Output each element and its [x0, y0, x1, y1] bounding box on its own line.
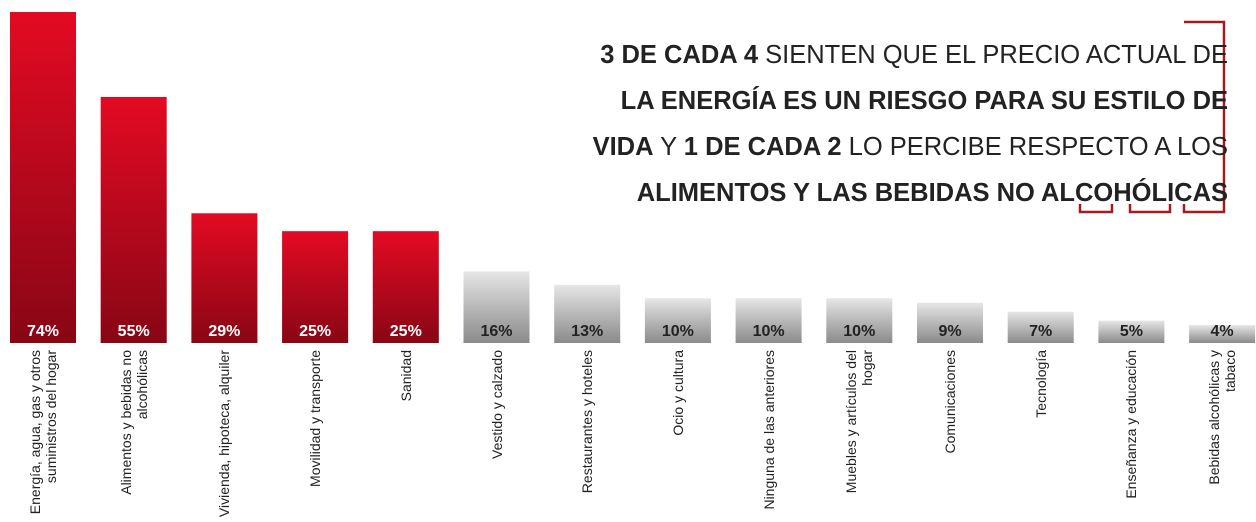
x-tick-label: Comunicaciones — [942, 350, 958, 454]
headline-line: VIDA Y 1 DE CADA 2 LO PERCIBE RESPECTO A… — [593, 124, 1228, 170]
bar-shade — [1007, 311, 1074, 343]
bar-shade — [554, 284, 621, 343]
x-tick-label: Muebles y artículos del hogar — [843, 350, 876, 494]
bar-shade — [10, 12, 76, 343]
bar-shade — [826, 298, 893, 343]
value-label: 10% — [753, 323, 785, 340]
headline-text: LO PERCIBE RESPECTO A LOS — [841, 133, 1228, 161]
headline-line: LA ENERGÍA ES UN RIESGO PARA SU ESTILO D… — [593, 78, 1228, 124]
bar-shade — [644, 298, 711, 343]
value-label: 9% — [938, 323, 961, 340]
x-tick-label: Energía, agua, gas y otros suministros d… — [27, 350, 59, 515]
headline-text: Y — [653, 133, 684, 161]
headline: 3 DE CADA 4 SIENTEN QUE EL PRECIO ACTUAL… — [593, 32, 1228, 216]
bar-shade — [1098, 320, 1165, 343]
value-label: 25% — [390, 323, 422, 340]
x-tick-label: Movilidad y transporte — [307, 350, 324, 487]
x-tick-label: Ninguna de las anteriores — [760, 350, 777, 510]
value-label: 13% — [571, 323, 603, 340]
bar-shade — [1189, 325, 1256, 343]
x-tick-label: Tecnología — [1032, 350, 1049, 418]
bar-shade — [282, 231, 349, 343]
value-label: 4% — [1211, 323, 1234, 340]
headline-text: 3 DE CADA 4 — [600, 41, 759, 69]
x-tick-label: Restaurantes y hoteles — [579, 350, 596, 494]
bar-shade — [191, 213, 258, 343]
value-label: 29% — [208, 323, 240, 340]
x-tick-label: Vivienda, hipoteca, alquiler — [216, 350, 233, 518]
x-tick-label: Enseñanza y educación — [1123, 350, 1140, 499]
bar-shade — [735, 298, 802, 343]
value-label: 25% — [299, 323, 331, 340]
headline-text: LA ENERGÍA ES UN RIESGO PARA SU ESTILO D… — [620, 87, 1228, 115]
headline-text: ALIMENTOS Y LAS BEBIDAS NO ALCOHÓLICAS — [636, 179, 1228, 207]
headline-text: SIENTEN QUE EL PRECIO ACTUAL DE — [758, 41, 1228, 69]
value-label: 74% — [27, 323, 59, 340]
headline-text: 1 DE CADA 2 — [683, 133, 842, 161]
headline-line: 3 DE CADA 4 SIENTEN QUE EL PRECIO ACTUAL… — [593, 32, 1228, 78]
x-tick-label: Bebidas alcohólicas y tabaco — [1206, 350, 1239, 485]
value-label: 10% — [662, 323, 694, 340]
x-tick-label: Ocio y cultura — [669, 350, 686, 436]
bar-shade — [917, 302, 983, 343]
value-label: 5% — [1120, 323, 1143, 340]
value-label: 16% — [480, 323, 512, 340]
bar-shade — [372, 231, 439, 343]
bar-shade — [463, 271, 530, 343]
value-label: 10% — [843, 323, 875, 340]
bracket — [1078, 20, 1226, 214]
value-label: 7% — [1029, 323, 1052, 340]
x-tick-label: Sanidad — [397, 350, 414, 402]
value-label: 55% — [118, 323, 150, 340]
headline-text: VIDA — [592, 133, 654, 161]
x-tick-label: Vestido y calzado — [488, 350, 505, 459]
bar-shade — [100, 96, 167, 344]
x-tick-label: Alimentos y bebidas no alcohólicas — [117, 350, 150, 495]
headline-line: ALIMENTOS Y LAS BEBIDAS NO ALCOHÓLICAS — [593, 170, 1228, 216]
